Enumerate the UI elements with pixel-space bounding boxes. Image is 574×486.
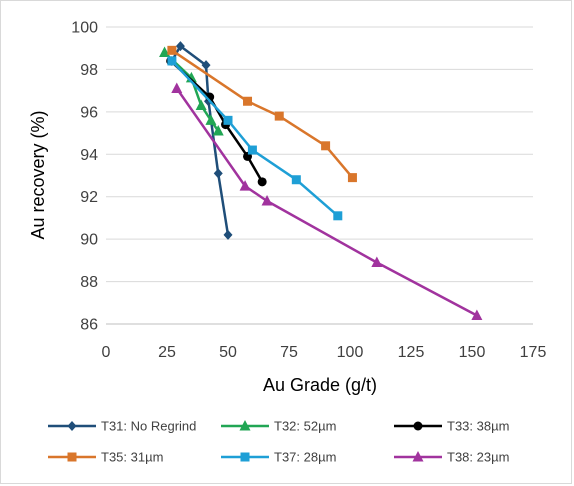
y-tick-label: 94 bbox=[80, 147, 98, 164]
legend-label: T32: 52µm bbox=[274, 419, 336, 434]
y-tick-label: 90 bbox=[80, 232, 98, 249]
x-tick-label: 100 bbox=[337, 344, 364, 361]
series-3 bbox=[167, 45, 357, 183]
data-point bbox=[212, 124, 224, 136]
data-point bbox=[175, 41, 185, 52]
y-tick-label: 98 bbox=[80, 62, 98, 79]
tick-labels: 86 88 90 92 94 96 98 100 0 25 50 75 100 125 150 175 bbox=[71, 20, 546, 362]
y-tick-label: 88 bbox=[80, 274, 98, 291]
legend-label: T35: 31µm bbox=[101, 450, 163, 465]
legend-item: T32: 52µm bbox=[221, 419, 336, 434]
data-point bbox=[205, 114, 217, 125]
data-point bbox=[321, 141, 331, 151]
gridlines bbox=[106, 26, 533, 283]
x-tick-label: 175 bbox=[520, 344, 547, 361]
data-point bbox=[261, 194, 273, 206]
legend-marker bbox=[412, 451, 424, 462]
x-tick-label: 75 bbox=[280, 344, 298, 361]
legend-marker bbox=[67, 421, 77, 431]
data-point bbox=[274, 111, 284, 121]
data-point bbox=[243, 96, 253, 106]
legend-marker bbox=[239, 420, 251, 431]
legend-label: T31: No Regrind bbox=[101, 419, 196, 434]
y-axis-title: Au recovery (%) bbox=[28, 110, 48, 239]
y-tick-label: 100 bbox=[71, 20, 98, 37]
y-tick-label: 92 bbox=[80, 189, 98, 206]
x-tick-label: 125 bbox=[398, 344, 425, 361]
series-line bbox=[170, 44, 230, 236]
data-point bbox=[471, 309, 483, 321]
data-point bbox=[171, 82, 183, 94]
legend-label: T38: 23µm bbox=[447, 450, 509, 465]
x-tick-label: 50 bbox=[219, 344, 237, 361]
data-point bbox=[201, 60, 211, 71]
legend-label: T33: 38µm bbox=[447, 419, 509, 434]
data-point bbox=[213, 168, 223, 179]
data-point bbox=[371, 256, 383, 267]
legend-item: T31: No Regrind bbox=[48, 419, 196, 434]
y-tick-label: 96 bbox=[80, 104, 98, 121]
series-5 bbox=[171, 82, 483, 321]
data-point bbox=[167, 56, 177, 66]
data-point bbox=[257, 177, 267, 187]
series-layer bbox=[159, 41, 483, 321]
legend-item: T35: 31µm bbox=[48, 450, 163, 465]
data-point bbox=[333, 211, 343, 221]
legend-marker bbox=[413, 421, 423, 431]
series-4 bbox=[167, 56, 343, 221]
data-point bbox=[223, 229, 233, 240]
data-point bbox=[223, 115, 233, 125]
data-point bbox=[167, 45, 177, 55]
data-point bbox=[347, 173, 357, 183]
legend-item: T38: 23µm bbox=[394, 450, 509, 465]
data-point bbox=[239, 180, 251, 191]
legend-item: T33: 38µm bbox=[394, 419, 509, 434]
x-tick-label: 25 bbox=[158, 344, 176, 361]
x-tick-label: 0 bbox=[102, 344, 111, 361]
legend-label: T37: 28µm bbox=[274, 450, 336, 465]
legend: T31: No Regrind T32: 52µm T33: 38µm T35: 31… bbox=[48, 419, 509, 465]
data-point bbox=[195, 99, 207, 110]
data-point bbox=[247, 145, 257, 155]
data-point bbox=[291, 175, 301, 185]
x-axis-title: Au Grade (g/t) bbox=[263, 375, 377, 395]
x-tick-label: 150 bbox=[459, 344, 486, 361]
y-tick-label: 86 bbox=[80, 317, 98, 334]
legend-marker bbox=[67, 452, 77, 462]
data-point bbox=[159, 46, 171, 57]
legend-item: T37: 28µm bbox=[221, 450, 336, 465]
legend-marker bbox=[240, 452, 250, 462]
series-0 bbox=[167, 41, 233, 240]
